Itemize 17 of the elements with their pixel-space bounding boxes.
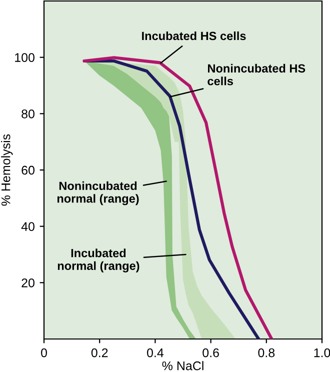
y-tick-label: 20 — [22, 278, 34, 288]
x-tick-label: 0.4 — [147, 348, 164, 358]
x-tick-label: 0.8 — [258, 348, 275, 358]
annotation: Incubated HS cells — [142, 31, 246, 40]
x-tick-label: 0.2 — [91, 348, 108, 358]
y-axis-title: % Hemolysis — [1, 134, 13, 206]
x-axis-title: % NaCl — [162, 361, 204, 370]
y-tick-label: 80 — [22, 109, 34, 118]
x-tick-label: 0.6 — [202, 348, 219, 358]
annotation: Incubated normal (range) — [58, 248, 140, 272]
annotation: Nonincubated normal (range) — [57, 181, 139, 206]
annotation: Nonincubated HS cells — [208, 64, 306, 86]
x-tick-label: 1.0 — [314, 348, 330, 358]
y-tick-label: 60 — [22, 166, 34, 175]
y-tick-label: 40 — [21, 222, 34, 231]
x-tick-label: 0 — [41, 348, 47, 358]
y-tick-label: 100 — [15, 53, 34, 62]
